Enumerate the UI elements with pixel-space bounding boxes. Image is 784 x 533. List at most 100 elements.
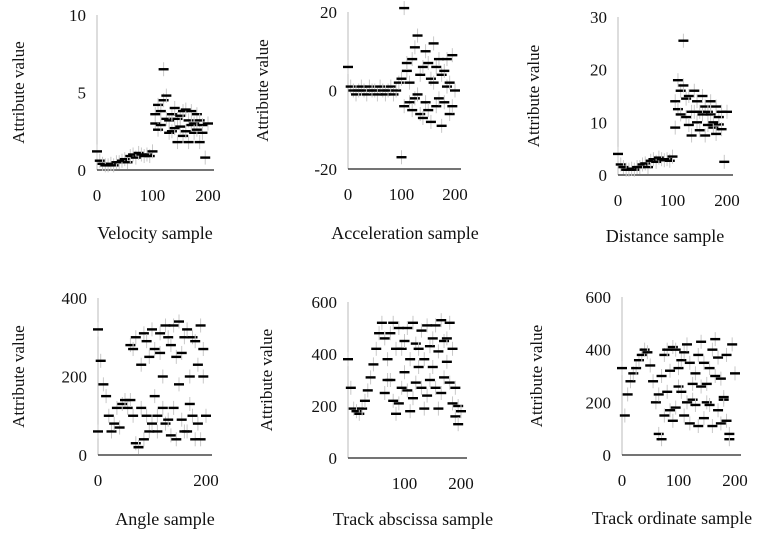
data-point xyxy=(444,375,455,390)
data-point xyxy=(629,162,640,177)
data-point xyxy=(376,315,387,330)
data-point xyxy=(106,424,117,439)
data-point xyxy=(362,383,373,398)
data-point xyxy=(190,334,201,349)
data-point-secondary xyxy=(379,386,390,400)
data-point xyxy=(174,314,184,329)
data-point xyxy=(433,401,444,416)
data-point-secondary xyxy=(653,387,664,402)
data-point xyxy=(407,315,418,330)
data-point-secondary xyxy=(697,89,708,103)
x-tick-label: 100 xyxy=(660,191,686,210)
data-point xyxy=(436,313,447,328)
x-tick-label: 0 xyxy=(614,191,623,210)
data-point xyxy=(402,383,413,398)
data-point xyxy=(642,345,653,360)
data-point xyxy=(642,160,653,175)
data-point xyxy=(702,117,713,132)
data-point xyxy=(681,337,692,352)
data-point xyxy=(138,432,149,447)
data-point xyxy=(95,353,106,368)
data-point xyxy=(456,404,466,419)
data-point-secondary xyxy=(656,369,667,383)
data-point-secondary xyxy=(715,416,726,431)
data-point xyxy=(122,400,133,415)
data-point xyxy=(618,160,629,175)
data-point-secondary xyxy=(711,99,722,114)
data-point-secondary xyxy=(724,426,735,441)
data-point xyxy=(371,341,382,356)
data-point-secondary xyxy=(168,318,179,333)
data-point-secondary xyxy=(149,342,160,357)
data-point xyxy=(203,116,213,131)
data-point xyxy=(727,337,738,352)
data-point-secondary xyxy=(412,87,423,102)
data-point-secondary xyxy=(165,338,176,353)
data-point xyxy=(391,406,402,421)
data-point xyxy=(700,128,711,143)
data-point-secondary xyxy=(444,75,455,90)
data-point xyxy=(105,156,116,171)
data-point xyxy=(109,416,120,431)
data-point xyxy=(172,111,183,126)
x-axis-label: Velocity sample xyxy=(97,223,212,243)
data-point-secondary xyxy=(166,107,177,122)
data-point-secondary xyxy=(399,99,410,114)
data-point xyxy=(710,332,721,347)
data-point xyxy=(136,400,147,415)
data-point xyxy=(359,393,370,408)
chart-panel-5: 0 200 400 600 100 200 Attribute value Track abs… xyxy=(257,293,493,529)
data-point-secondary xyxy=(144,349,155,364)
data-point xyxy=(101,389,112,404)
data-point xyxy=(701,376,712,391)
data-point xyxy=(430,380,441,395)
data-point xyxy=(192,416,203,431)
data-point xyxy=(171,349,182,364)
data-point xyxy=(690,397,701,412)
data-point-secondary xyxy=(163,412,174,427)
data-point xyxy=(417,110,428,125)
data-point xyxy=(413,360,424,374)
data-point xyxy=(93,322,103,337)
data-point-secondary xyxy=(718,390,729,405)
y-tick-label: 600 xyxy=(586,288,612,307)
data-point xyxy=(186,104,197,119)
data-point xyxy=(675,107,686,122)
data-point-secondary xyxy=(424,373,435,387)
data-point xyxy=(163,330,174,345)
y-tick-label: 0 xyxy=(329,449,338,468)
data-point xyxy=(343,352,353,367)
data-point xyxy=(128,408,139,423)
data-point xyxy=(715,371,726,386)
y-tick-label: 0 xyxy=(603,446,612,465)
y-axis-label: Attribute value xyxy=(253,39,272,141)
data-point xyxy=(667,340,678,355)
data-point-secondary xyxy=(681,395,692,410)
data-point xyxy=(195,432,206,447)
y-axis-label: Attribute value xyxy=(527,325,546,427)
y-axis-label: Attribute value xyxy=(257,329,276,431)
data-point xyxy=(153,97,164,112)
data-point xyxy=(447,396,458,411)
data-point-secondary xyxy=(405,352,416,367)
data-point-secondary xyxy=(401,56,412,71)
data-point-secondary xyxy=(186,118,197,133)
data-point-secondary xyxy=(433,344,444,359)
data-point xyxy=(450,409,461,424)
data-point xyxy=(114,420,125,435)
data-point xyxy=(431,99,442,114)
data-point xyxy=(116,153,127,168)
data-point xyxy=(391,83,402,98)
data-point xyxy=(730,366,740,381)
data-point xyxy=(653,150,664,165)
y-tick-label: 0 xyxy=(78,161,87,180)
data-point xyxy=(405,404,416,419)
data-point xyxy=(670,342,681,357)
data-point-secondary xyxy=(721,347,732,362)
y-tick-label: 400 xyxy=(62,289,88,308)
data-point-secondary xyxy=(164,125,175,140)
data-point xyxy=(368,357,379,372)
